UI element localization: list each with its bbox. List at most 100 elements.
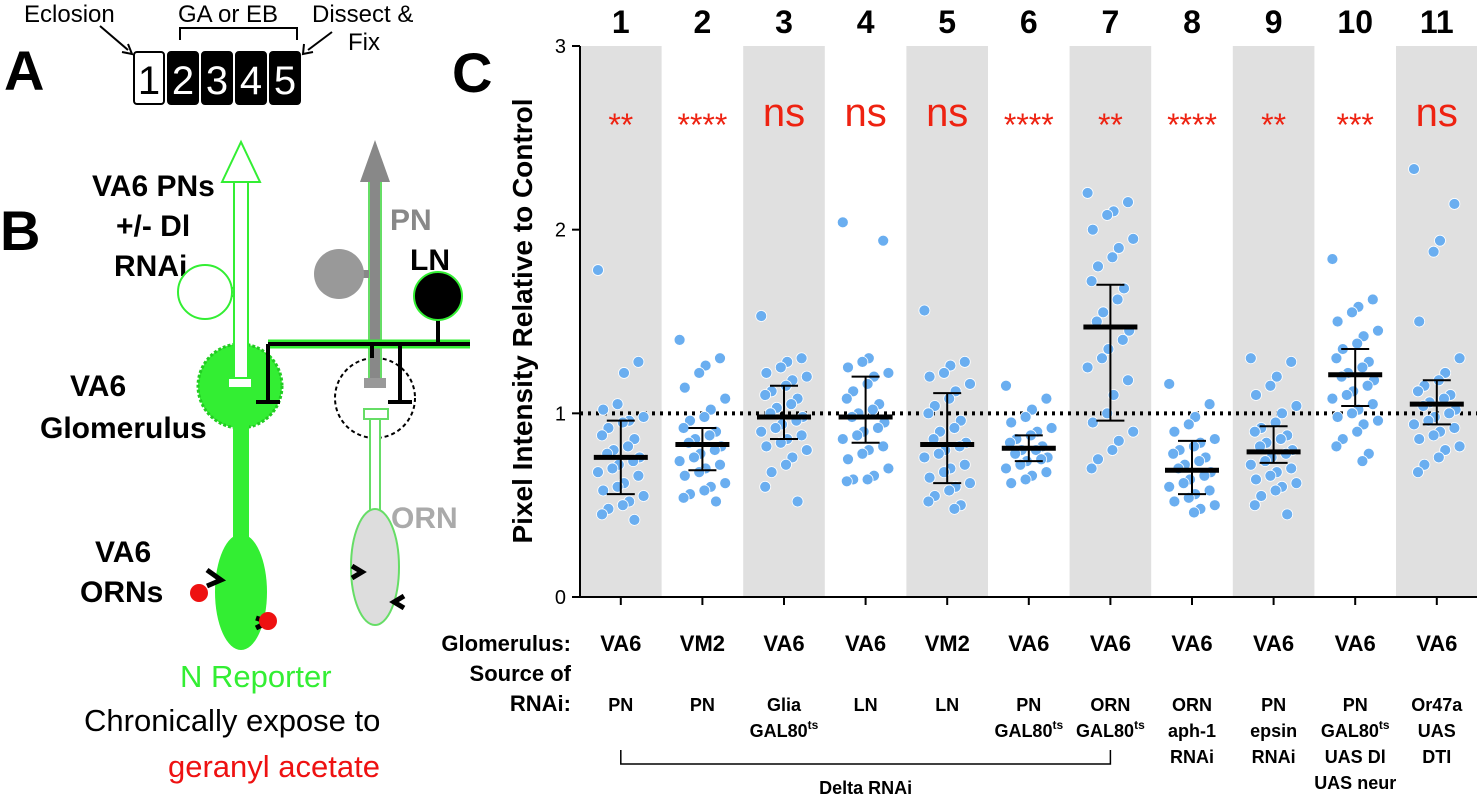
y-tick-label: 0 bbox=[555, 587, 566, 609]
y-tick-label: 1 bbox=[555, 403, 566, 425]
va6-pn-dendrite-tip bbox=[227, 377, 253, 389]
day-number: 5 bbox=[274, 59, 296, 103]
column-shade bbox=[1396, 46, 1477, 597]
treatment-label: GA or EB bbox=[178, 1, 278, 28]
category-number: 10 bbox=[1337, 4, 1373, 40]
source-value: epsin bbox=[1250, 721, 1297, 741]
data-point bbox=[760, 367, 773, 379]
data-point bbox=[1326, 253, 1339, 265]
data-point bbox=[759, 480, 772, 493]
source-value: LN bbox=[854, 695, 878, 715]
data-point bbox=[851, 429, 864, 442]
data-point bbox=[922, 495, 935, 508]
data-point bbox=[1346, 407, 1358, 420]
data-point bbox=[1092, 453, 1104, 466]
category-number: 1 bbox=[612, 4, 630, 40]
source-value: PN bbox=[608, 695, 633, 715]
data-point bbox=[597, 484, 610, 497]
data-point bbox=[628, 513, 641, 526]
glomerulus-value: VM2 bbox=[680, 631, 725, 656]
significance-label: **** bbox=[1167, 107, 1217, 143]
data-point bbox=[1330, 440, 1343, 453]
column-shade bbox=[743, 46, 825, 597]
significance-label: ns bbox=[1416, 91, 1458, 135]
data-point bbox=[877, 234, 890, 247]
data-point bbox=[1255, 490, 1268, 502]
data-point bbox=[800, 444, 813, 456]
data-point bbox=[1106, 444, 1119, 456]
data-point bbox=[1372, 414, 1384, 427]
glomerulus-value: VA6 bbox=[1335, 631, 1376, 656]
data-point bbox=[943, 392, 956, 405]
data-point bbox=[1356, 361, 1369, 374]
data-point bbox=[1040, 392, 1053, 405]
ln-label: LN bbox=[410, 244, 450, 277]
data-point bbox=[1340, 389, 1353, 401]
source-value: PN bbox=[1343, 695, 1368, 715]
day-box bbox=[167, 51, 199, 105]
data-point bbox=[1269, 484, 1282, 497]
data-point bbox=[1127, 425, 1140, 438]
category-number: 4 bbox=[857, 4, 875, 40]
pn-group-label-line1: VA6 PNs bbox=[92, 170, 215, 203]
glomerulus-value: VA6 bbox=[1253, 631, 1294, 656]
data-point bbox=[1019, 411, 1032, 423]
data-point bbox=[964, 477, 976, 490]
data-point bbox=[1040, 466, 1053, 479]
day-box bbox=[235, 51, 267, 105]
data-point bbox=[1085, 275, 1098, 287]
data-point bbox=[1448, 422, 1461, 434]
significance-label: *** bbox=[1337, 107, 1374, 143]
glomerulus-label-line2: Glomerulus bbox=[40, 412, 207, 445]
data-point bbox=[1290, 477, 1303, 490]
odor-label: geranyl acetate bbox=[168, 749, 380, 784]
data-point bbox=[1276, 407, 1288, 420]
data-point bbox=[1000, 462, 1012, 475]
data-point bbox=[1096, 352, 1108, 365]
data-point bbox=[693, 367, 706, 379]
data-point bbox=[616, 499, 629, 512]
data-point bbox=[673, 333, 686, 346]
reporter-label: N Reporter bbox=[180, 659, 332, 694]
data-point bbox=[1102, 343, 1115, 355]
data-point bbox=[1264, 379, 1277, 392]
data-point bbox=[1408, 418, 1420, 431]
data-point bbox=[1290, 400, 1303, 412]
ln-soma bbox=[413, 271, 463, 321]
data-point bbox=[840, 475, 853, 488]
bracket-label: Delta RNAi bbox=[819, 778, 912, 798]
category-number: 2 bbox=[694, 4, 712, 40]
data-point bbox=[1372, 324, 1384, 337]
data-point bbox=[866, 403, 879, 416]
data-point bbox=[1092, 260, 1104, 273]
data-point bbox=[861, 473, 874, 486]
source-value: UAS neur bbox=[1314, 773, 1396, 793]
data-point bbox=[632, 356, 645, 368]
data-point bbox=[1244, 458, 1257, 471]
data-point bbox=[1086, 223, 1099, 236]
dissect-arrowhead bbox=[301, 43, 314, 56]
data-point bbox=[1106, 251, 1119, 264]
panel-label-b: B bbox=[0, 199, 40, 262]
eclosion-arrowhead bbox=[121, 43, 134, 56]
data-point bbox=[755, 425, 768, 438]
dissect-arrow bbox=[307, 31, 333, 51]
source-value: ORN bbox=[1172, 695, 1212, 715]
data-point bbox=[1361, 379, 1374, 392]
glomerulus-row-label: Glomerulus: bbox=[441, 631, 571, 656]
data-point bbox=[1346, 306, 1358, 319]
data-point bbox=[1112, 242, 1125, 254]
data-point bbox=[1081, 361, 1094, 374]
data-point bbox=[948, 502, 961, 515]
data-point bbox=[592, 264, 604, 276]
data-point bbox=[719, 477, 732, 490]
source-value: Glia bbox=[767, 695, 802, 715]
data-point bbox=[1208, 433, 1221, 445]
data-point bbox=[1203, 398, 1216, 411]
ln-process-core bbox=[256, 318, 470, 404]
column-shade bbox=[1232, 46, 1315, 597]
data-point bbox=[1250, 389, 1262, 401]
data-point bbox=[1045, 422, 1058, 434]
data-point bbox=[1122, 374, 1134, 387]
data-point bbox=[616, 416, 629, 429]
